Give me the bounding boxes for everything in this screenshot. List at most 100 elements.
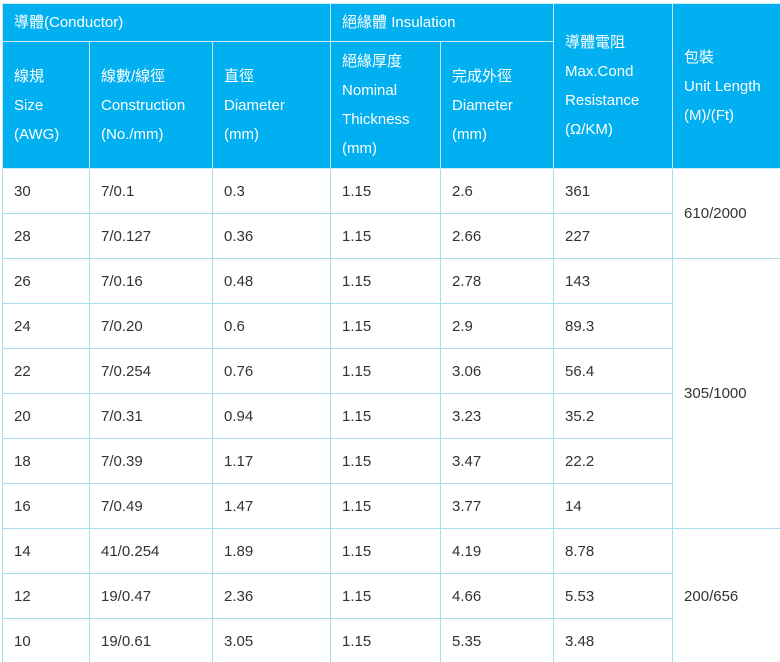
- col-header-conductor-diameter: 直徑 Diameter (mm): [211, 41, 332, 169]
- cell-resistance: 143: [553, 258, 674, 304]
- cell-conductor-diameter: 1.17: [211, 438, 332, 484]
- col-header-size-line: (AWG): [14, 125, 60, 143]
- col-header-finished-diameter-line: 完成外徑: [452, 67, 513, 85]
- cell-conductor-diameter: 0.6: [211, 303, 332, 349]
- table-row: 22 7/0.254 0.76 1.15 3.06 56.4: [2, 348, 780, 394]
- cell-insulation-thickness: 1.15: [330, 393, 442, 439]
- col-header-insulation-thickness-line: 絕緣厚度: [342, 53, 403, 70]
- cell-insulation-thickness: 1.15: [330, 483, 442, 529]
- cell-finished-diameter: 5.35: [440, 618, 555, 662]
- col-header-size-line: 線規: [14, 67, 45, 85]
- col-header-resistance-line: Resistance: [565, 92, 640, 109]
- cell-construction: 41/0.254: [89, 528, 213, 574]
- table-row: 30 7/0.1 0.3 1.15 2.6 361 610/2000: [2, 168, 780, 259]
- cell-finished-diameter: 3.23: [440, 393, 555, 439]
- header-group-row: 導體(Conductor) 絕緣體 Insulation 導體電阻 Max.Co…: [1, 3, 780, 169]
- col-header-unit-length: 包裝 Unit Length (M)/(Ft): [672, 3, 780, 169]
- cell-insulation-thickness: 1.15: [330, 258, 442, 304]
- header-group-conductor: 導體(Conductor): [1, 3, 332, 42]
- table-row: 26 7/0.16 0.48 1.15 2.78 143 305/1000: [2, 258, 780, 529]
- col-header-insulation-thickness-line: (mm): [342, 140, 378, 157]
- col-header-insulation-thickness-line: Thickness: [342, 111, 410, 128]
- cell-construction: 7/0.31: [89, 393, 213, 439]
- cell-construction: 19/0.47: [89, 573, 213, 619]
- cell-conductor-diameter: 0.48: [211, 258, 332, 304]
- table-row: 12 19/0.47 2.36 1.15 4.66 5.53: [2, 573, 780, 619]
- cell-insulation-thickness: 1.15: [330, 618, 442, 662]
- cell-finished-diameter: 4.66: [440, 573, 555, 619]
- cell-insulation-thickness: 1.15: [330, 303, 442, 349]
- col-header-finished-diameter: 完成外徑 Diameter (mm): [440, 41, 555, 169]
- col-header-unit-length-line: 包裝: [684, 48, 715, 66]
- cell-resistance: 361: [553, 168, 674, 214]
- cell-size: 12: [2, 573, 90, 619]
- cell-conductor-diameter: 3.05: [211, 618, 332, 662]
- cell-conductor-diameter: 0.36: [211, 213, 332, 259]
- col-header-resistance-line: 導體電阻: [565, 34, 626, 51]
- cell-conductor-diameter: 2.36: [211, 573, 332, 619]
- cell-construction: 7/0.49: [89, 483, 213, 529]
- cell-insulation-thickness: 1.15: [330, 438, 442, 484]
- table-row: 14 41/0.254 1.89 1.15 4.19 8.78 200/656: [2, 528, 780, 662]
- table-header: 導體(Conductor) 絕緣體 Insulation 導體電阻 Max.Co…: [1, 3, 780, 169]
- col-header-unit-length-line: (M)/(Ft): [684, 106, 735, 124]
- cell-conductor-diameter: 0.3: [211, 168, 332, 214]
- cell-construction: 19/0.61: [89, 618, 213, 662]
- cell-size: 20: [2, 393, 90, 439]
- col-header-conductor-diameter-line: Diameter: [224, 96, 285, 114]
- cell-insulation-thickness: 1.15: [330, 348, 442, 394]
- cell-conductor-diameter: 1.89: [211, 528, 332, 574]
- cell-size: 24: [2, 303, 90, 349]
- cell-size: 22: [2, 348, 90, 394]
- col-header-construction-line: (No./mm): [101, 125, 164, 143]
- col-header-resistance-line: Max.Cond: [565, 63, 634, 80]
- cell-resistance: 3.48: [553, 618, 674, 662]
- table-row: 24 7/0.20 0.6 1.15 2.9 89.3: [2, 303, 780, 349]
- header-group-insulation-label: 絕緣體 Insulation: [342, 14, 456, 31]
- cell-construction: 7/0.254: [89, 348, 213, 394]
- cell-resistance: 35.2: [553, 393, 674, 439]
- col-header-finished-diameter-line: (mm): [452, 125, 488, 143]
- table-row: 18 7/0.39 1.17 1.15 3.47 22.2: [2, 438, 780, 484]
- cell-resistance: 8.78: [553, 528, 674, 574]
- col-header-conductor-diameter-line: (mm): [224, 125, 259, 143]
- col-header-finished-diameter-line: Diameter: [452, 96, 513, 114]
- cell-resistance: 227: [553, 213, 674, 259]
- table-row: 20 7/0.31 0.94 1.15 3.23 35.2: [2, 393, 780, 439]
- col-header-construction-line: Construction: [101, 96, 186, 114]
- cell-size: 16: [2, 483, 90, 529]
- cell-finished-diameter: 2.78: [440, 258, 555, 304]
- cell-insulation-thickness: 1.15: [330, 573, 442, 619]
- cell-finished-diameter: 3.06: [440, 348, 555, 394]
- cell-insulation-thickness: 1.15: [330, 213, 442, 259]
- wire-spec-table: 導體(Conductor) 絕緣體 Insulation 導體電阻 Max.Co…: [1, 3, 780, 662]
- cell-size: 30: [2, 168, 90, 214]
- cell-construction: 7/0.20: [89, 303, 213, 349]
- cell-finished-diameter: 2.9: [440, 303, 555, 349]
- cell-finished-diameter: 3.47: [440, 438, 555, 484]
- cell-construction: 7/0.39: [89, 438, 213, 484]
- cell-resistance: 5.53: [553, 573, 674, 619]
- cell-insulation-thickness: 1.15: [330, 528, 442, 574]
- cell-construction: 7/0.16: [89, 258, 213, 304]
- cell-resistance: 22.2: [553, 438, 674, 484]
- cell-size: 26: [2, 258, 90, 304]
- cell-conductor-diameter: 0.94: [211, 393, 332, 439]
- cell-finished-diameter: 2.66: [440, 213, 555, 259]
- cell-conductor-diameter: 0.76: [211, 348, 332, 394]
- table-body: 30 7/0.1 0.3 1.15 2.6 361 610/2000 28 7/0.127 0.3…: [2, 168, 780, 662]
- cell-insulation-thickness: 1.15: [330, 168, 442, 214]
- cell-construction: 7/0.127: [89, 213, 213, 259]
- col-header-resistance-line: (Ω/KM): [565, 121, 613, 138]
- cell-unit-length: 305/1000: [672, 258, 780, 529]
- cell-finished-diameter: 2.6: [440, 168, 555, 214]
- cell-size: 10: [2, 618, 90, 662]
- cell-size: 28: [2, 213, 90, 259]
- table-row: 16 7/0.49 1.47 1.15 3.77 14: [2, 483, 780, 529]
- col-header-size-line: Size: [14, 96, 44, 114]
- col-header-unit-length-line: Unit Length: [684, 77, 761, 95]
- table-row: 10 19/0.61 3.05 1.15 5.35 3.48: [2, 618, 780, 662]
- col-header-construction-line: 線數/線徑: [101, 67, 166, 85]
- cell-resistance: 14: [553, 483, 674, 529]
